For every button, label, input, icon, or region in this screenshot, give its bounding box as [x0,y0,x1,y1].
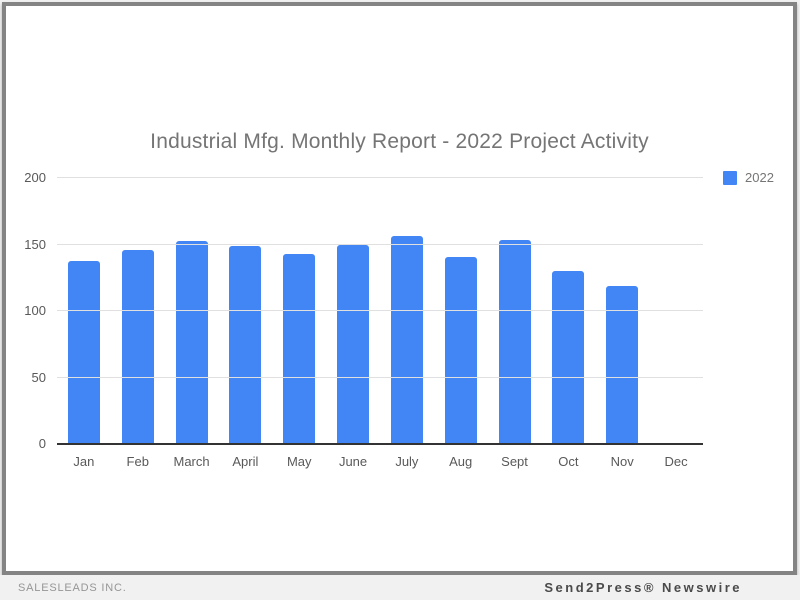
y-tick-label-200: 200 [24,170,46,185]
x-tick-label-jan: Jan [73,454,95,469]
gridline-150 [57,243,703,245]
chart-frame: Industrial Mfg. Monthly Report - 2022 Pr… [2,2,797,575]
gridline-50 [57,376,703,378]
bar-nov [606,286,639,443]
bar-aug [444,256,477,443]
bar-march [175,240,208,443]
y-tick-label-150: 150 [24,236,46,252]
bar-jan [67,260,100,443]
x-tick-label-june: June [338,454,368,469]
chart-title: Industrial Mfg. Monthly Report - 2022 Pr… [150,130,649,153]
x-axis-baseline [57,443,703,445]
x-tick-label-aug: Aug [449,454,473,469]
bars-row [57,178,703,443]
x-tick-label-april: April [232,454,259,469]
bar-slot-jan [57,178,111,443]
y-tick-label-0: 0 [38,436,46,451]
x-axis-labels: Jan Feb March April May June July Aug Sept Oct Nov… [57,454,703,469]
x-tick-label-feb: Feb [126,454,149,469]
x-tick-label-may: May [286,454,312,469]
bar-slot-feb [111,178,165,443]
gridline-100 [57,310,703,311]
x-tick-label-march: March [173,454,210,469]
y-tick-label-100: 100 [24,303,46,318]
bar-slot-april [218,178,272,443]
plot-area: Jan Feb March April May June July Aug Sept Oct Nov… [24,171,703,469]
legend: 2022 [723,170,774,185]
x-tick-label-sept: Sept [501,454,528,469]
x-tick-label-dec: Dec [664,454,688,469]
footer-attribution: SALESLEADS INC. [18,581,127,594]
bar-slot-july [380,178,434,443]
bar-june [337,244,370,443]
bar-slot-may [272,178,326,443]
bar-slot-sept [488,178,542,443]
bar-feb [121,250,154,443]
bar-slot-nov [595,178,649,443]
x-tick-label-july: July [395,454,419,469]
x-tick-label-oct: Oct [558,454,579,469]
bar-april [229,246,262,443]
x-tick-label-nov: Nov [610,454,634,469]
footer-newswire-brand: Send2Press® Newswire [544,580,742,595]
bar-oct [552,271,585,443]
bar-slot-june [326,178,380,443]
bar-slot-aug [434,178,488,443]
bar-slot-oct [541,178,595,443]
bar-may [283,254,316,443]
bar-slot-march [165,178,219,443]
bar-sept [498,239,531,443]
newswire-footer: SALESLEADS INC. Send2Press® Newswire [0,575,800,600]
bar-july [390,235,423,443]
legend-label: 2022 [745,170,774,185]
legend-swatch-2022 [723,170,737,185]
gridline-200 [57,177,703,178]
y-tick-label-50: 50 [31,369,46,385]
